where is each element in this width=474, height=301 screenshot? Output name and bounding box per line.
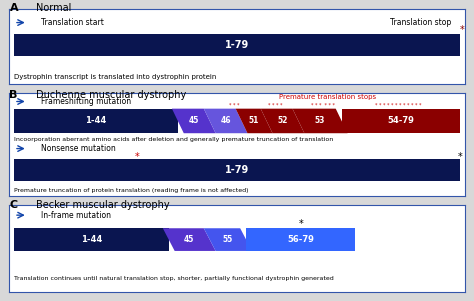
Text: 52: 52 (277, 116, 288, 126)
Text: * * *  * * *: * * * * * * (311, 103, 336, 108)
Text: Nonsense mutation: Nonsense mutation (41, 144, 116, 153)
Text: *: * (135, 152, 139, 162)
Text: Duchenne muscular dystrophy: Duchenne muscular dystrophy (36, 90, 186, 100)
Text: C: C (9, 200, 18, 210)
Text: A: A (9, 3, 18, 13)
Text: * * * * * * * * * * * *: * * * * * * * * * * * * (375, 103, 422, 108)
Polygon shape (163, 228, 216, 251)
Bar (14, 34, 460, 57)
Bar (246, 228, 356, 251)
Text: Translation stop: Translation stop (390, 18, 451, 27)
Text: 45: 45 (189, 116, 199, 126)
Text: B: B (9, 90, 18, 100)
Text: Premature truncation of protein translation (reading frame is not affected): Premature truncation of protein translat… (14, 188, 248, 193)
Polygon shape (261, 109, 304, 133)
Text: 1-44: 1-44 (81, 235, 102, 244)
Text: 1-79: 1-79 (225, 165, 249, 175)
Text: *: * (298, 219, 303, 229)
Text: 54-79: 54-79 (387, 116, 414, 126)
Text: 46: 46 (220, 116, 231, 126)
Polygon shape (204, 109, 247, 133)
Polygon shape (292, 109, 347, 133)
Text: *: * (457, 152, 462, 162)
Text: 53: 53 (315, 116, 325, 126)
Polygon shape (172, 109, 216, 133)
Text: Translation continues until natural translation stop, shorter, partially functio: Translation continues until natural tran… (14, 276, 334, 281)
Text: Translation start: Translation start (41, 18, 104, 27)
Bar (14, 109, 178, 133)
Text: 1-44: 1-44 (85, 116, 107, 126)
Text: Frameshifting mutation: Frameshifting mutation (41, 97, 131, 106)
Text: 51: 51 (249, 116, 259, 126)
Bar (14, 228, 169, 251)
Text: 45: 45 (184, 235, 194, 244)
Bar (14, 159, 460, 181)
Text: Normal: Normal (36, 3, 71, 13)
Text: Incoorporation aberrant amino acids after deletion and generally premature trunc: Incoorporation aberrant amino acids afte… (14, 137, 333, 142)
Text: Dystrophin transcript is translated into dystrophin protein: Dystrophin transcript is translated into… (14, 74, 217, 80)
Text: 1-79: 1-79 (225, 40, 249, 50)
Text: 55: 55 (223, 235, 233, 244)
Bar (342, 109, 460, 133)
Polygon shape (236, 109, 273, 133)
Text: *: * (460, 25, 465, 35)
Polygon shape (204, 228, 252, 251)
Text: Becker muscular dystrophy: Becker muscular dystrophy (36, 200, 169, 210)
Text: In-frame mutation: In-frame mutation (41, 211, 111, 220)
Text: * * *: * * * (229, 103, 240, 108)
Text: Premature translation stops: Premature translation stops (280, 94, 376, 100)
Text: * * * *: * * * * (268, 103, 283, 108)
Text: 56-79: 56-79 (287, 235, 314, 244)
